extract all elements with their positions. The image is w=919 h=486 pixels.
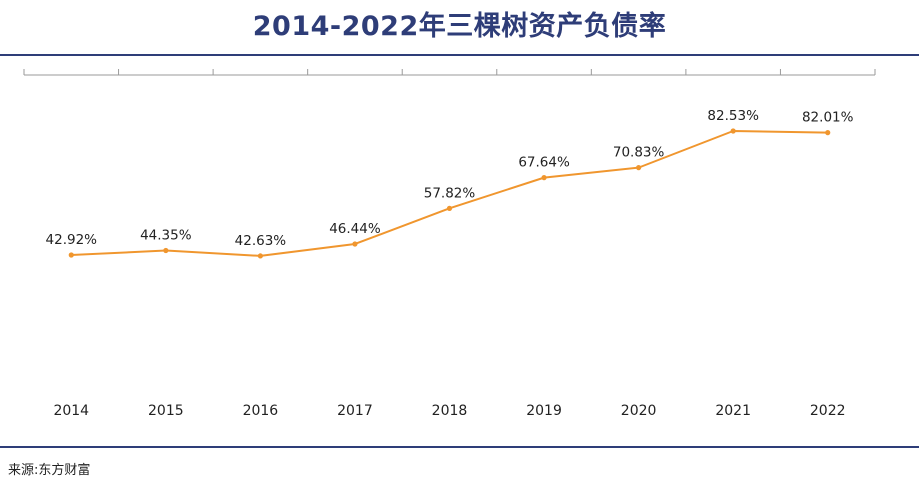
- data-label: 82.53%: [707, 108, 759, 124]
- footer-divider: [0, 446, 919, 448]
- series-group: [68, 128, 831, 259]
- data-point: [257, 253, 263, 259]
- x-tick-label: 2014: [53, 403, 89, 419]
- data-label: 46.44%: [329, 221, 381, 237]
- x-tick-label: 2016: [243, 403, 279, 419]
- data-point: [352, 241, 358, 247]
- data-label: 44.35%: [140, 228, 192, 244]
- source-note: 来源:东方财富: [8, 463, 91, 478]
- title-divider: [0, 54, 919, 56]
- data-label: 82.01%: [802, 110, 854, 126]
- data-point: [68, 252, 74, 258]
- x-tick-label: 2020: [621, 403, 657, 419]
- data-point: [730, 128, 736, 134]
- data-point: [636, 165, 642, 171]
- x-tick-label: 2021: [715, 403, 751, 419]
- data-label: 70.83%: [613, 145, 665, 161]
- data-point: [541, 175, 547, 181]
- x-tick-label: 2022: [810, 403, 846, 419]
- x-tick-label: 2019: [526, 403, 562, 419]
- data-point: [163, 247, 169, 254]
- chart-title: 2014-2022年三棵树资产负债率: [252, 11, 667, 42]
- data-label: 67.64%: [518, 155, 570, 171]
- axis-group: [23, 69, 876, 76]
- data-label: 42.63%: [235, 233, 287, 249]
- x-tick-label: 2015: [148, 403, 184, 419]
- x-tick-label: 2018: [432, 403, 468, 419]
- data-point: [446, 205, 453, 211]
- data-label: 57.82%: [424, 185, 476, 201]
- line-chart: 42.92% 44.35% 42.63% 46.44% 57.82% 67.64% 70.8…: [23, 69, 876, 419]
- x-tick-label-group: 2014 2015 2016 2017 2018 2019 2020 2021 2022: [53, 403, 845, 419]
- x-tick-label: 2017: [337, 403, 373, 419]
- data-label: 42.92%: [46, 232, 98, 248]
- data-point: [825, 130, 831, 136]
- data-label-group: 42.92% 44.35% 42.63% 46.44% 57.82% 67.64% 70.8…: [46, 108, 854, 249]
